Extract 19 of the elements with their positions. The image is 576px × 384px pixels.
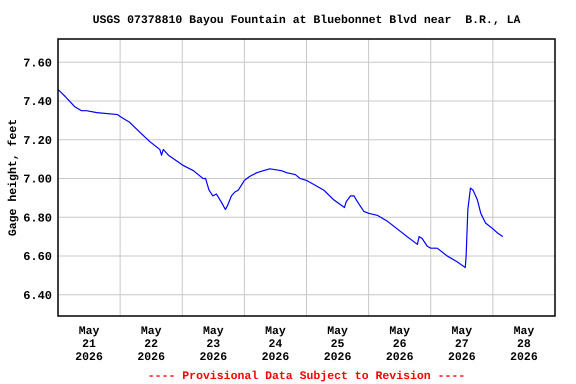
x-tick-label: May 25 2026 (324, 325, 352, 364)
y-axis-title: Gage height, feet (7, 118, 20, 236)
line-series (57, 88, 504, 268)
x-tick-label: May 26 2026 (386, 325, 414, 364)
y-tick-label: 6.80 (23, 211, 52, 226)
y-tick-label: 7.40 (23, 95, 52, 110)
y-tick-label: 7.60 (23, 56, 52, 70)
x-tick-label: May 23 2026 (200, 325, 228, 364)
chart-title: USGS 07378810 Bayou Fountain at Bluebonnet Blvd near B.R., LA (92, 14, 521, 27)
y-tick-label: 6.40 (23, 288, 52, 303)
x-tick-label: May 21 2026 (75, 325, 103, 364)
x-tick-label: May 28 2026 (510, 325, 538, 364)
y-tick-label: 7.00 (23, 172, 52, 187)
x-tick-label: May 24 2026 (262, 325, 290, 364)
x-tick-label: May 22 2026 (137, 325, 166, 364)
y-tick-label: 7.20 (23, 134, 52, 148)
y-tick-label: 6.60 (23, 250, 52, 264)
text: ---- Provisional Data Subject to Revision ---- (148, 370, 466, 383)
x-tick-label: May 27 2026 (448, 325, 476, 364)
